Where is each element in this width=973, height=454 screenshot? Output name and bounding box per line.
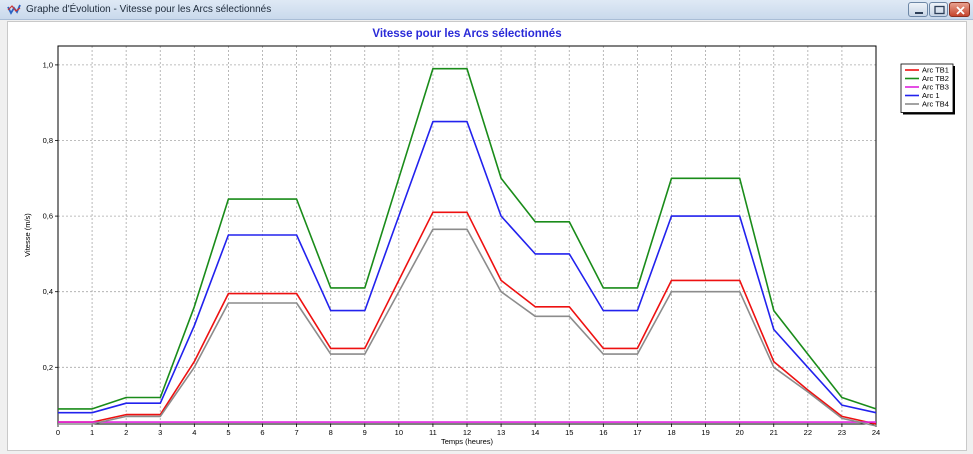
series-lines bbox=[58, 67, 877, 427]
x-axis-label: Temps (heures) bbox=[441, 437, 494, 446]
x-tick-label: 1 bbox=[90, 428, 94, 437]
series-line-arc-tb1 bbox=[58, 211, 877, 425]
x-tick-label: 24 bbox=[872, 428, 880, 437]
y-tick-label: 0,8 bbox=[43, 136, 53, 145]
title-bar[interactable]: Graphe d'Évolution - Vitesse pour les Ar… bbox=[0, 0, 973, 20]
x-tick-label: 21 bbox=[770, 428, 778, 437]
series-line-arc-1 bbox=[58, 120, 877, 414]
legend-label: Arc TB2 bbox=[922, 74, 949, 83]
series-line-arc-tb4 bbox=[58, 228, 877, 427]
x-tick-label: 7 bbox=[294, 428, 298, 437]
x-tick-label: 11 bbox=[429, 428, 437, 437]
x-tick-label: 4 bbox=[192, 428, 196, 437]
x-tick-label: 3 bbox=[158, 428, 162, 437]
x-tick-label: 18 bbox=[667, 428, 675, 437]
close-icon bbox=[956, 6, 965, 15]
x-tick-label: 15 bbox=[565, 428, 573, 437]
x-tick-label: 20 bbox=[735, 428, 743, 437]
close-button[interactable] bbox=[949, 2, 970, 17]
legend-label: Arc TB1 bbox=[922, 66, 949, 75]
x-tick-label: 14 bbox=[531, 428, 539, 437]
y-tick-label: 0,2 bbox=[43, 363, 53, 372]
x-tick-label: 22 bbox=[804, 428, 812, 437]
x-tick-label: 6 bbox=[260, 428, 264, 437]
x-tick-label: 2 bbox=[124, 428, 128, 437]
graph-app-icon bbox=[7, 3, 21, 16]
x-tick-label: 8 bbox=[329, 428, 333, 437]
x-tick-label: 5 bbox=[226, 428, 230, 437]
maximize-button[interactable] bbox=[929, 2, 948, 17]
x-tick-label: 10 bbox=[395, 428, 403, 437]
chart-panel: Vitesse pour les Arcs sélectionnés 0,2 0,… bbox=[7, 21, 967, 451]
x-tick-label: 23 bbox=[838, 428, 846, 437]
y-tick-label: 1,0 bbox=[43, 60, 53, 69]
grid bbox=[58, 46, 876, 424]
chart-title: Vitesse pour les Arcs sélectionnés bbox=[372, 28, 561, 40]
x-tick-label: 19 bbox=[701, 428, 709, 437]
line-chart: Vitesse pour les Arcs sélectionnés 0,20,… bbox=[23, 28, 955, 446]
x-tick-label: 17 bbox=[633, 428, 641, 437]
legend-label: Arc TB3 bbox=[922, 83, 949, 92]
minimize-icon bbox=[915, 12, 923, 14]
x-tick-label: 12 bbox=[463, 428, 471, 437]
x-tick-label: 13 bbox=[497, 428, 505, 437]
x-tick-label: 16 bbox=[599, 428, 607, 437]
y-tick-label: 0,6 bbox=[43, 212, 53, 221]
series-line-arc-tb2 bbox=[58, 67, 877, 410]
x-tick-label: 0 bbox=[56, 428, 60, 437]
legend-label: Arc TB4 bbox=[922, 100, 949, 109]
minimize-button[interactable] bbox=[908, 2, 928, 17]
maximize-icon bbox=[934, 5, 945, 15]
window-title: Graphe d'Évolution - Vitesse pour les Ar… bbox=[26, 4, 272, 15]
x-axis: 0 1 2 3 4 5 6 7 8 9 10 11 12 13 14 15 16 17 18 19 20 21 22 23 24 bbox=[56, 424, 880, 437]
legend-label: Arc 1 bbox=[922, 91, 940, 100]
y-axis: 0,2 0,4 0,6 0,8 1,0 bbox=[43, 60, 58, 372]
y-tick-label: 0,4 bbox=[43, 287, 53, 296]
y-axis-label: Vitesse (m/s) bbox=[23, 213, 32, 257]
x-tick-label: 9 bbox=[363, 428, 367, 437]
